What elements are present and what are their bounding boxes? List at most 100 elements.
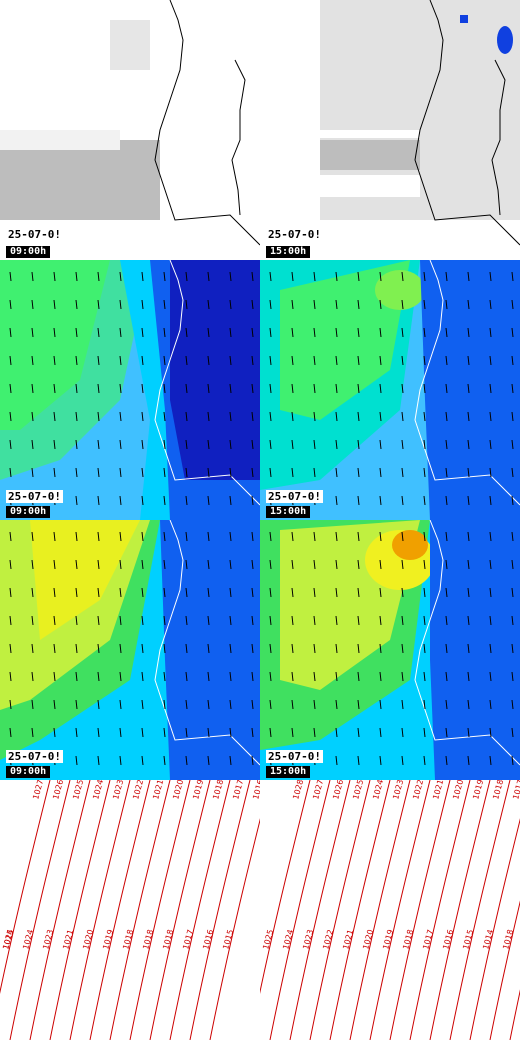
- wind-arrow: [313, 299, 316, 310]
- wind-arrow: [379, 587, 382, 598]
- wind-arrow: [489, 699, 492, 710]
- wind-arrow: [229, 327, 232, 338]
- wind-arrow: [379, 355, 382, 366]
- wind-arrow: [291, 355, 294, 366]
- isobar-label: 1017: [511, 780, 520, 801]
- wind-arrow: [185, 587, 188, 598]
- wind-arrow: [401, 559, 404, 570]
- wind-arrow: [119, 643, 122, 654]
- wind-arrow: [119, 671, 122, 682]
- isobar-line: [389, 780, 451, 1040]
- isobar-line: [260, 780, 311, 995]
- isobar-line: [49, 780, 111, 1040]
- wind-arrow: [335, 643, 338, 654]
- wind-arrow: [291, 615, 294, 626]
- wind-arrow: [357, 671, 360, 682]
- isobar-line: [349, 780, 411, 1040]
- wind-arrow: [229, 755, 232, 766]
- wind-arrow: [97, 727, 100, 738]
- wind-arrow: [75, 615, 78, 626]
- wind-arrow: [75, 587, 78, 598]
- wind-arrow: [357, 467, 360, 478]
- wind-arrow: [163, 299, 166, 310]
- wind-arrow: [163, 755, 166, 766]
- wind-arrow: [335, 531, 338, 542]
- wind-arrow: [163, 355, 166, 366]
- wind-arrow: [185, 727, 188, 738]
- wind-arrow: [467, 615, 470, 626]
- wind-arrow: [379, 755, 382, 766]
- wind-arrow: [207, 587, 210, 598]
- wind-arrow: [379, 327, 382, 338]
- wind-arrow: [97, 699, 100, 710]
- wind-arrow: [9, 727, 12, 738]
- wind-arrow: [119, 383, 122, 394]
- wind-arrow: [445, 531, 448, 542]
- wind-arrow: [163, 327, 166, 338]
- wind-arrow: [207, 615, 210, 626]
- isobar-line: [309, 780, 371, 1040]
- wind-arrow: [423, 271, 426, 282]
- wind-arrow: [97, 643, 100, 654]
- wind-arrow: [511, 495, 514, 506]
- wind-arrow: [401, 299, 404, 310]
- wind-arrow: [313, 531, 316, 542]
- wind-arrow: [97, 755, 100, 766]
- wind-arrow: [229, 439, 232, 450]
- wind-arrow: [75, 355, 78, 366]
- wind-arrow: [445, 439, 448, 450]
- date-label: 25-07-0!: [6, 490, 63, 503]
- wind-arrow: [445, 383, 448, 394]
- wind-arrow: [185, 531, 188, 542]
- wind-arrow: [141, 727, 144, 738]
- wind-arrow: [489, 271, 492, 282]
- wind-arrow: [229, 587, 232, 598]
- wind-arrow: [445, 643, 448, 654]
- wind-arrow: [75, 271, 78, 282]
- wind-arrow: [75, 727, 78, 738]
- wind-arrow: [511, 615, 514, 626]
- wind-arrow: [269, 411, 272, 422]
- wind-arrow: [31, 671, 34, 682]
- wind-arrow: [163, 271, 166, 282]
- wind-arrow: [31, 271, 34, 282]
- wind-arrow: [251, 383, 254, 394]
- wind-arrow: [445, 615, 448, 626]
- wind-arrow: [291, 383, 294, 394]
- wind-arrow: [313, 587, 316, 598]
- wind-arrow: [357, 587, 360, 598]
- wind-arrow: [251, 671, 254, 682]
- wind-arrow: [379, 467, 382, 478]
- time-label: 15:00h: [266, 766, 311, 778]
- wind-arrow: [185, 411, 188, 422]
- wind-arrow: [423, 411, 426, 422]
- wind-arrow: [445, 411, 448, 422]
- wind-arrow: [9, 615, 12, 626]
- wind-arrow: [141, 271, 144, 282]
- wind-arrow: [75, 643, 78, 654]
- wind-arrow: [163, 559, 166, 570]
- wind-arrow: [357, 615, 360, 626]
- wind-arrow: [489, 327, 492, 338]
- wind-arrow: [423, 327, 426, 338]
- wind-arrow: [335, 587, 338, 598]
- isobar-line: [489, 900, 520, 1040]
- wind-arrow: [31, 355, 34, 366]
- wind-arrow: [423, 383, 426, 394]
- wind-arrow: [75, 699, 78, 710]
- wind-arrow: [53, 727, 56, 738]
- wind-arrow: [119, 587, 122, 598]
- wind-arrow: [207, 467, 210, 478]
- wind-arrow: [185, 699, 188, 710]
- wind-arrow: [357, 727, 360, 738]
- wind-arrow: [9, 327, 12, 338]
- isobar-label: 1016: [251, 780, 260, 801]
- wind-arrow: [53, 327, 56, 338]
- wind-arrow: [141, 671, 144, 682]
- wind-arrow: [53, 559, 56, 570]
- wind-arrow: [269, 439, 272, 450]
- wind-arrow: [357, 411, 360, 422]
- wind-arrow: [53, 271, 56, 282]
- wind-arrow: [467, 355, 470, 366]
- wind-arrow: [141, 559, 144, 570]
